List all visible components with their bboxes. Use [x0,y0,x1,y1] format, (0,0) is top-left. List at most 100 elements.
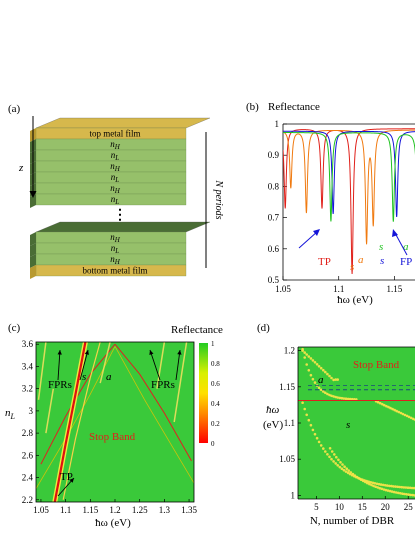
stop-band-label: Stop Band [89,431,136,443]
mode-point [303,356,307,359]
annotation-arrow [79,349,89,381]
annotation-arrowhead [69,478,74,483]
panel-d-background [298,347,415,499]
x-tick-label: 5 [314,502,319,512]
fp-label: FP [400,256,412,268]
panel-c-annotations: FPRs FPRs Stop Band TP s a [48,349,182,497]
stop-band-label-d: Stop Band [353,359,400,371]
x-tick-label: 1.1 [60,505,71,515]
mode-point [409,493,413,497]
mode-point [350,397,354,401]
mode-point [319,444,323,447]
panel-a-label: (a) [8,103,21,115]
mode-point [396,485,400,489]
mode-point [395,409,399,413]
mode-point [373,482,377,485]
metal-film-label: bottom metal film [83,266,148,276]
y-tick-label: 1.15 [279,382,295,392]
mode-point [401,412,405,416]
mode-point [375,482,379,486]
mode-point [305,353,309,356]
annotation-arrow [175,349,181,381]
mode-point [344,470,348,473]
panel-c-title: Reflectance [171,324,223,336]
mode-point [330,376,333,380]
mode-point [388,489,392,493]
mode-point [376,401,380,404]
mode-point [405,493,408,496]
mode-point [342,397,346,400]
mode-point [382,488,386,491]
mode-point [397,491,400,495]
stack-top-face [35,117,211,129]
mode-point [342,468,346,472]
mode-point [305,363,309,366]
colorbar [199,343,208,443]
mode-point [307,355,311,358]
x-tick-label: 25 [404,502,414,512]
mode-point [346,397,350,401]
mode-point [313,381,317,384]
mode-point [328,455,331,459]
mode-point [406,486,410,490]
x-tick-label: 1.25 [132,505,148,515]
y-tick-label: 1 [275,119,280,129]
colorbar-tick-label: 0.6 [211,380,220,388]
panel-b-curves [283,128,415,274]
mode-point [403,492,406,496]
green-s-label: s [379,241,383,253]
blue-arrow-right [394,232,408,256]
panel-c: (c) Reflectance 1.05 1.1 1.15 1.2 1.25 1.3 1.3… [5,322,223,529]
orange-s-label: s [350,261,354,273]
mode-point [407,415,411,419]
mode-point [374,485,377,489]
mode-point [386,484,389,487]
panel-d-label: (d) [257,322,270,334]
mode-point [338,396,342,400]
mode-point [332,378,335,382]
mode-point [368,482,371,486]
layer-side-face [30,232,36,246]
panel-d-ticks: 5 10 15 20 25 1 1.05 1.1 1.15 1.2 [279,346,413,512]
s-mode [62,342,101,500]
mode-point [397,410,401,414]
mode-point [326,392,329,396]
s-label-c: s [82,371,86,383]
mode-point [388,484,391,488]
panel-d-xlabel: N, number of DBR [310,515,395,527]
mode-point [324,391,327,395]
mode-point [322,447,325,450]
y-tick-label: 0.8 [268,181,280,191]
mode-point [345,467,349,471]
fprs-right-label: FPRs [151,379,175,391]
mode-point [303,407,307,411]
panel-b-ticks: 0.5 0.6 0.7 0.8 0.9 1 1.05 1.1 1.15 [268,119,403,294]
mode-point [391,407,394,411]
mode-point [315,436,319,440]
y-tick-label: 1.2 [284,346,295,356]
x-tick-label: 20 [381,502,391,512]
mode-point [339,461,342,464]
green-a-label: a [403,241,409,253]
mode-point [405,414,409,418]
fpr-streak [45,388,55,434]
mode-point [400,485,404,489]
mode-point [412,417,415,421]
panel-b-xlabel: ħω (eV) [337,294,373,306]
mode-point [403,413,407,417]
y-tick-label: 3.6 [22,339,34,349]
mode-point [326,372,329,376]
y-tick-label: 3 [29,406,34,416]
panel-c-arrows [57,349,182,497]
colorbar-tick-label: 1 [211,340,215,348]
mode-point [322,368,325,372]
mode-point [307,418,311,422]
layer-side-face [30,194,36,208]
y-tick-label: 0.9 [268,150,280,160]
mode-point [394,485,397,488]
mode-point [402,486,406,489]
annotation-arrow [57,349,61,381]
mode-point [341,463,344,466]
